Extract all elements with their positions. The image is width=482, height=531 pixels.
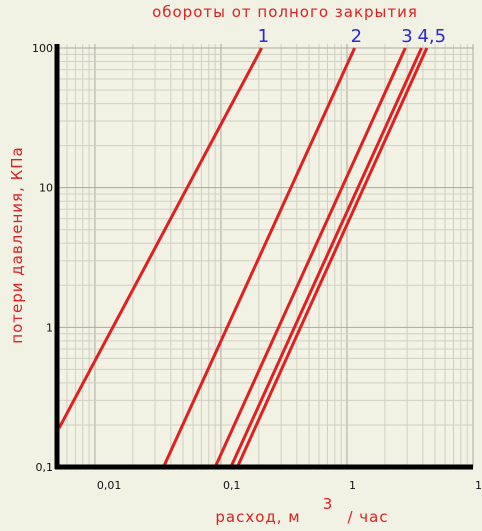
series-label-1: 1 bbox=[258, 26, 269, 47]
series-label-3: 3 bbox=[401, 26, 412, 47]
x-axis-label-tail: / час bbox=[347, 508, 388, 526]
series-label-4: 4,5 bbox=[417, 26, 446, 47]
y-tick-label: 100 bbox=[32, 42, 53, 55]
x-axis-label: расход, м 3 / час bbox=[215, 495, 388, 526]
y-tick-label: 10 bbox=[39, 182, 53, 195]
series-label-2: 2 bbox=[351, 26, 362, 47]
series-lines bbox=[57, 47, 429, 468]
series-line-1 bbox=[57, 47, 263, 429]
x-tick-labels: 0,01 0,1 1 10 bbox=[97, 479, 482, 492]
x-tick-label: 10 bbox=[475, 479, 482, 492]
series-line-3 bbox=[213, 47, 407, 468]
x-axis-label-sup: 3 bbox=[323, 495, 334, 513]
y-tick-label: 0,1 bbox=[36, 461, 54, 474]
y-tick-label: 1 bbox=[46, 321, 53, 334]
x-tick-label: 0,1 bbox=[223, 479, 241, 492]
series-line-4 bbox=[229, 47, 423, 468]
y-tick-labels: 0,1 1 10 100 bbox=[32, 42, 53, 474]
series-labels: 1 2 3 4,5 bbox=[258, 26, 447, 47]
series-line-2 bbox=[162, 47, 356, 468]
x-tick-label: 1 bbox=[349, 479, 356, 492]
series-line-5 bbox=[236, 47, 429, 468]
x-axis-label-main: расход, м bbox=[215, 508, 300, 526]
y-axis-label: потери давления, КПа bbox=[8, 146, 26, 343]
grid bbox=[56, 44, 474, 468]
x-tick-label: 0,01 bbox=[97, 479, 122, 492]
chart-title: обороты от полного закрытия bbox=[152, 3, 418, 21]
